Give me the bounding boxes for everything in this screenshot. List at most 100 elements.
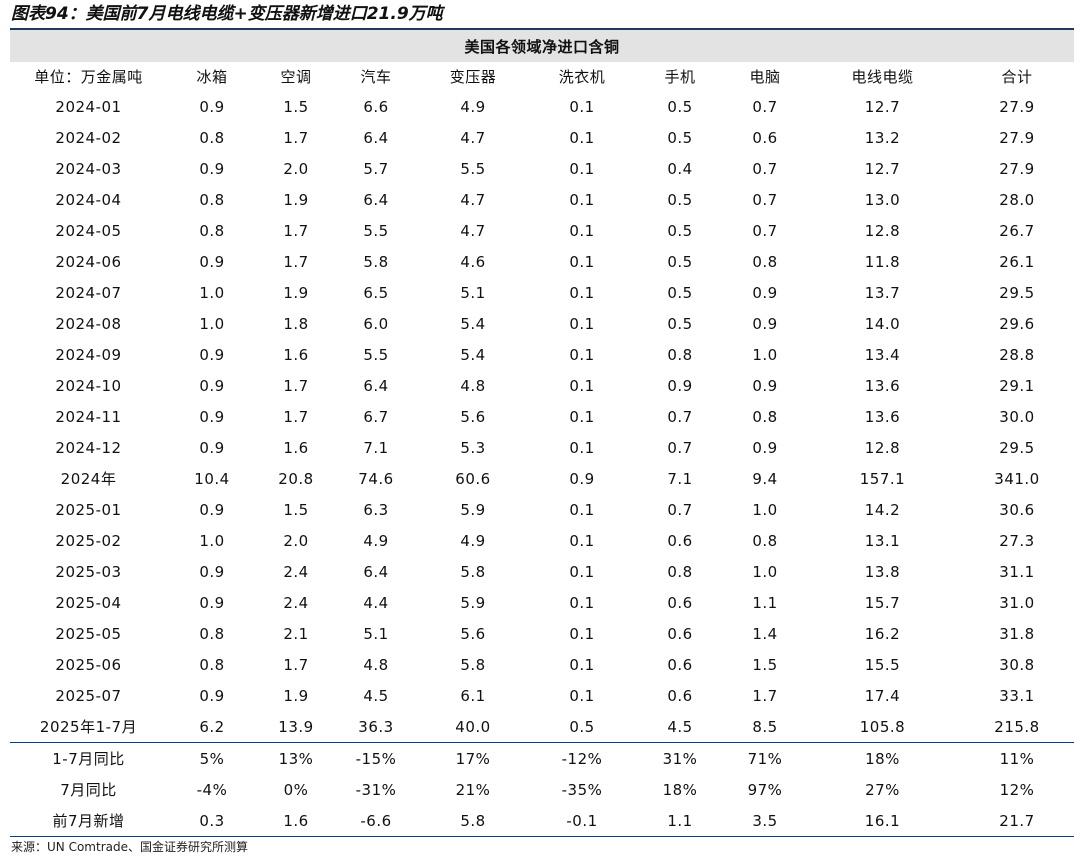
table-cell: 0.5 (569, 717, 595, 736)
table-cell: 29.1 (999, 376, 1035, 395)
table-cell: 16.2 (864, 624, 901, 643)
table-cell: 5.5 (363, 345, 389, 364)
table-row: 2024-12 0.9 1.6 7.1 5.3 0.1 0.7 0.9 12.8 29.5 (10, 432, 1074, 463)
table-cell: 6.1 (460, 686, 486, 705)
table-row: 2025-05 0.8 2.1 5.1 5.6 0.1 0.6 1.4 16.2 31.8 (10, 618, 1074, 649)
table-cell: 60.6 (455, 469, 491, 488)
table-cell: 0.6 (667, 531, 693, 550)
table-cell: 13.6 (864, 376, 901, 395)
table-cell: 31% (635, 742, 725, 774)
table-cell: 29.5 (999, 438, 1035, 457)
row-label-cell: 2024-12 (55, 438, 122, 457)
table-cell: 1.5 (752, 655, 778, 674)
table-cell: 215.8 (994, 717, 1040, 736)
row-label-cell: 2024-07 (55, 283, 122, 302)
table-cell: 5.6 (460, 624, 486, 643)
table-row: 2025-04 0.9 2.4 4.4 5.9 0.1 0.6 1.1 15.7 31.0 (10, 587, 1074, 618)
table-cell: 30.0 (999, 407, 1035, 426)
table-cell: 0.1 (569, 407, 595, 426)
table-cell: 2.1 (283, 624, 309, 643)
table-cell: 7.1 (363, 438, 389, 457)
table-cell: 0.5 (667, 128, 693, 147)
table-cell: 0.1 (569, 531, 595, 550)
table-cell: 13.2 (864, 128, 901, 147)
table-cell: 1.7 (283, 252, 309, 271)
table-cell: 12.7 (864, 97, 901, 116)
table-cell: 105.8 (859, 717, 906, 736)
table-cell: 13% (257, 742, 335, 774)
table-cell: 0.7 (752, 159, 778, 178)
table-cell: 0.9 (199, 500, 225, 519)
table-cell: 17.4 (864, 686, 901, 705)
table-cell: -15% (335, 742, 417, 774)
table-cell: 15.7 (864, 593, 901, 612)
table-row: 2024-09 0.9 1.6 5.5 5.4 0.1 0.8 1.0 13.4 28.8 (10, 339, 1074, 370)
table-cell: -35% (561, 780, 603, 799)
table-group-header: 美国各领域净进口含铜 (10, 28, 1075, 62)
table-cell: 0.1 (569, 562, 595, 581)
table-cell: 5.1 (460, 283, 486, 302)
table-cell: 4.4 (363, 593, 389, 612)
table-row: 2024-11 0.9 1.7 6.7 5.6 0.1 0.7 0.8 13.6 30.0 (10, 401, 1074, 432)
table-cell: 0.7 (667, 500, 693, 519)
table-cell: 4.8 (363, 655, 389, 674)
table-cell: 1.1 (752, 593, 778, 612)
table-cell: 1.8 (283, 314, 309, 333)
row-label-cell: 2024-10 (55, 376, 122, 395)
column-header: 手机 (635, 62, 725, 91)
table-cell: 0.8 (667, 562, 693, 581)
table-cell: 0.9 (199, 407, 225, 426)
row-label-cell: 2024-03 (55, 159, 122, 178)
table-cell: 17% (417, 742, 529, 774)
table-cell: 30.6 (999, 500, 1035, 519)
table-cell: 11.8 (864, 252, 901, 271)
table-cell: 6.7 (363, 407, 389, 426)
table-row: 2024-05 0.8 1.7 5.5 4.7 0.1 0.5 0.7 12.8 26.7 (10, 215, 1074, 246)
table-cell: 0.7 (752, 190, 778, 209)
table-cell: 27.3 (999, 531, 1035, 550)
table-cell: 0.9 (752, 376, 778, 395)
table-cell: 21% (455, 780, 491, 799)
table-row: 2025-07 0.9 1.9 4.5 6.1 0.1 0.6 1.7 17.4 33.1 (10, 680, 1074, 711)
table-cell: 4.6 (460, 252, 486, 271)
table-cell: 0.1 (569, 97, 595, 116)
table-cell: 1.7 (283, 407, 309, 426)
table-cell: 157.1 (859, 469, 906, 488)
table-cell: 0.7 (667, 438, 693, 457)
table-cell: -0.1 (529, 805, 635, 837)
table-cell: 0.9 (199, 159, 225, 178)
table-cell: 28.8 (999, 345, 1035, 364)
table-cell: 6.4 (363, 190, 389, 209)
table-cell: 13.1 (864, 531, 901, 550)
row-label-cell: 2025-06 (55, 655, 122, 674)
table-cell: 15.5 (864, 655, 901, 674)
table-cell: 0.8 (199, 624, 225, 643)
row-label-cell: 2025-03 (55, 562, 122, 581)
table-row: 2024-02 0.8 1.7 6.4 4.7 0.1 0.5 0.6 13.2 27.9 (10, 122, 1074, 153)
table-cell: 0.8 (752, 407, 778, 426)
table-cell: 16.1 (805, 805, 960, 837)
table-cell: 1.0 (752, 345, 778, 364)
table-cell: 6.6 (363, 97, 389, 116)
table-cell: 0.9 (667, 376, 693, 395)
table-cell: 12.8 (864, 438, 901, 457)
table-cell: 0.1 (569, 686, 595, 705)
table-cell: 1.7 (283, 655, 309, 674)
table-cell: 0.9 (569, 469, 595, 488)
table-cell: 1.0 (199, 283, 225, 302)
table-row: 2025-06 0.8 1.7 4.8 5.8 0.1 0.6 1.5 15.5 30.8 (10, 649, 1074, 680)
column-header: 冰箱 (167, 62, 257, 91)
table-cell: 4.5 (363, 686, 389, 705)
table-cell: 27.9 (999, 97, 1035, 116)
table-cell: 2.4 (283, 562, 309, 581)
table-cell: 0.8 (199, 190, 225, 209)
table-cell: 0.6 (667, 593, 693, 612)
table-cell: 0.8 (752, 531, 778, 550)
table-cell: 40.0 (455, 717, 491, 736)
table-cell: 97% (747, 780, 783, 799)
table-cell: 10.4 (194, 469, 230, 488)
row-label-cell: 前7月新增 (10, 805, 167, 837)
table-cell: 31.1 (999, 562, 1035, 581)
column-header: 合计 (960, 62, 1075, 91)
table-row: 2024-06 0.9 1.7 5.8 4.6 0.1 0.5 0.8 11.8 26.1 (10, 246, 1074, 277)
